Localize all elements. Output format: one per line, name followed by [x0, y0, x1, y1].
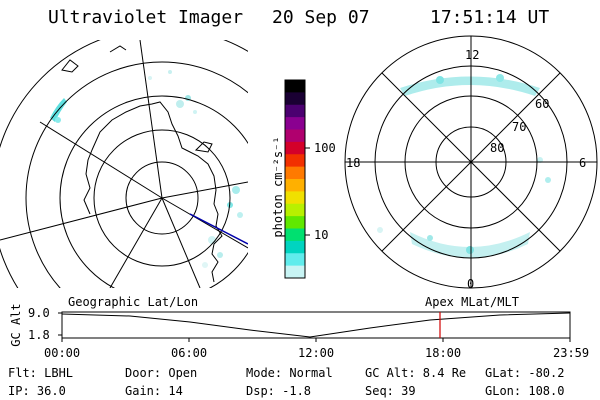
orbit-track — [189, 213, 248, 245]
alt-xtick-0600: 06:00 — [171, 346, 208, 360]
polar-map-label: Apex MLat/MLT — [425, 295, 519, 309]
altitude-plot — [58, 311, 571, 342]
colorbar-label: photon cm⁻²s⁻¹ — [271, 136, 285, 238]
colorbar-segment — [285, 117, 305, 130]
colorbar-segment — [285, 141, 305, 155]
instrument-title: Ultraviolet Imager — [48, 7, 244, 28]
colorbar-segment — [285, 166, 305, 180]
colorbar-frame — [284, 79, 306, 279]
geo-map — [0, 40, 248, 288]
lat-label-80: 80 — [490, 141, 505, 155]
alt-xtick-1800: 18:00 — [425, 346, 462, 360]
alt-ytick-top: 9.0 — [28, 306, 50, 320]
colorbar-segment — [285, 154, 305, 168]
colorbar-segment — [285, 92, 305, 106]
info-dsp: Dsp: -1.8 — [246, 384, 312, 398]
info-gc-alt: GC Alt: 8.4 Re — [365, 366, 467, 380]
colorbar-segment — [285, 240, 305, 254]
colorbar-segment — [285, 253, 305, 267]
colorbar-segment — [285, 191, 305, 205]
info-gain: Gain: 14 — [125, 384, 183, 398]
lat-label-60: 60 — [535, 97, 550, 111]
mlt-label-18: 18 — [346, 156, 361, 170]
colorbar-segment — [285, 104, 305, 118]
colorbar-segment — [285, 179, 305, 192]
colorbar-segment — [285, 80, 305, 93]
polar-aurora-top — [400, 76, 540, 96]
date-label: 20 Sep 07 — [272, 7, 370, 28]
info-glat: GLat: -80.2 — [485, 366, 565, 380]
mlt-label-6: 6 — [579, 156, 587, 170]
colorbar-segment — [285, 216, 305, 229]
geo-aurora-speckles — [50, 70, 243, 268]
lat-label-70: 70 — [512, 120, 527, 134]
info-seq: Seq: 39 — [365, 384, 416, 398]
info-flt: Flt: LBHL — [8, 366, 74, 380]
polar-aurora-bottom — [410, 232, 530, 258]
mlt-label-12: 12 — [465, 48, 480, 62]
mlt-label-0: 0 — [467, 277, 475, 291]
alt-ylabel: GC Alt — [9, 303, 23, 347]
alt-xtick-0000: 00:00 — [44, 346, 81, 360]
info-glon: GLon: 108.0 — [485, 384, 565, 398]
alt-xtick-2359: 23:59 — [553, 346, 590, 360]
info-door: Door: Open — [125, 366, 198, 380]
colorbar — [284, 79, 306, 279]
colorbar-tick-10: 10 — [314, 228, 329, 242]
time-label: 17:51:14 UT — [430, 7, 550, 28]
alt-ytick-bottom: 1.8 — [28, 328, 50, 342]
antarctica-coastline — [83, 101, 223, 283]
polar-map — [344, 35, 598, 289]
colorbar-segment — [285, 203, 305, 217]
colorbar-tick-100: 100 — [314, 141, 336, 155]
colorbar-segment — [285, 265, 305, 279]
info-mode: Mode: Normal — [246, 366, 333, 380]
alt-xtick-1200: 12:00 — [298, 346, 335, 360]
altitude-curve — [61, 312, 571, 338]
geo-map-label: Geographic Lat/Lon — [68, 295, 199, 309]
colorbar-segment — [285, 228, 305, 242]
colorbar-segment — [285, 129, 305, 143]
info-ip: IP: 36.0 — [8, 384, 66, 398]
